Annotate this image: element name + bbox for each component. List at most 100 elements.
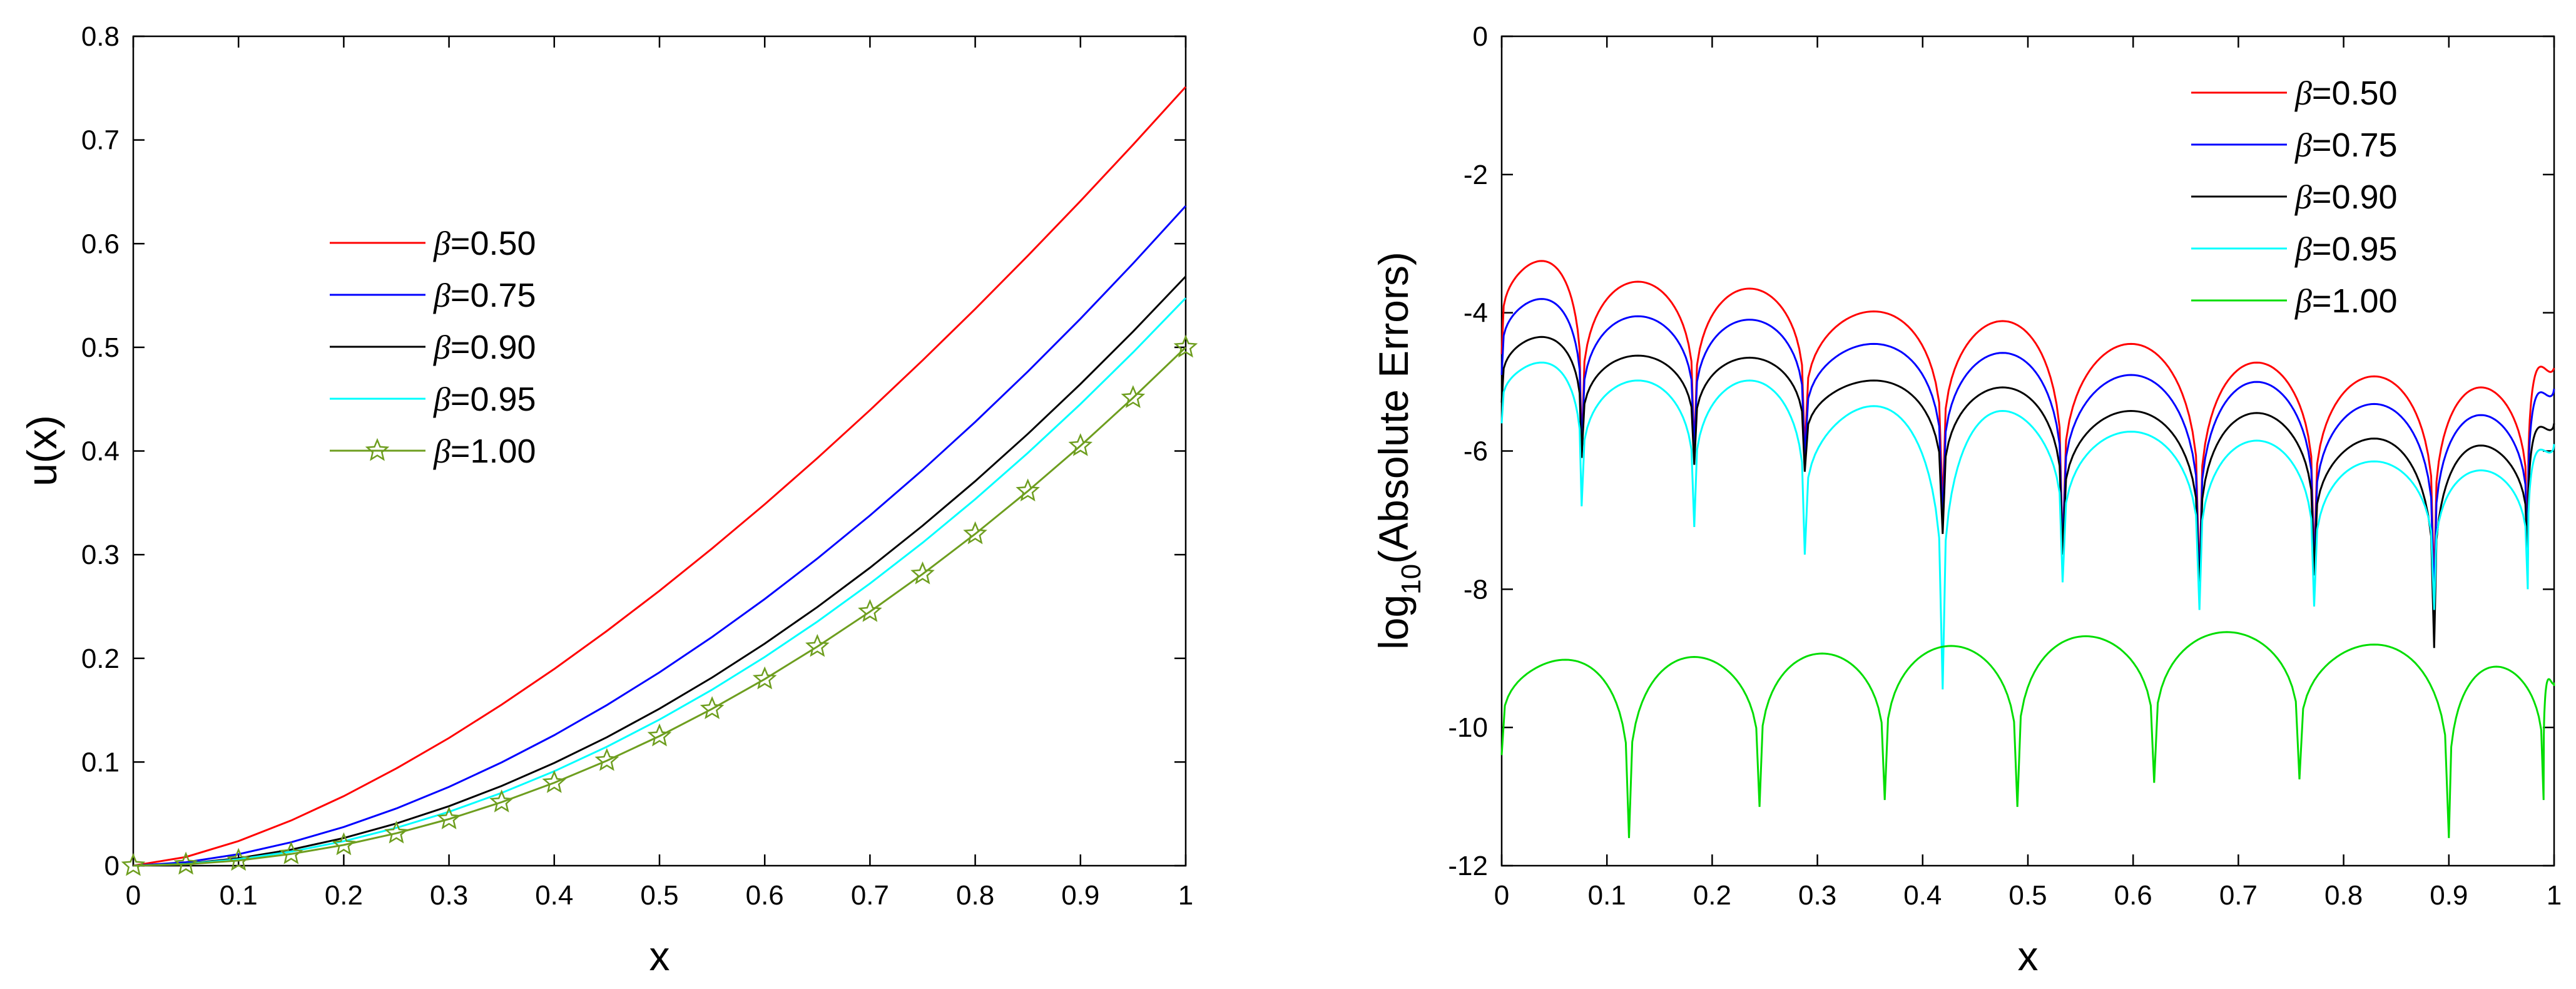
left-ylabel: u(x) (19, 415, 65, 486)
left-series-marker (226, 848, 251, 871)
left-xtick-label: 0.7 (851, 880, 889, 911)
left-xtick-label: 0 (126, 880, 141, 911)
right-ytick-label: -10 (1448, 712, 1488, 743)
right-xlabel: x (2018, 933, 2039, 979)
right-xtick-label: 0.2 (1693, 880, 1731, 911)
legend-beta-symbol: β (433, 225, 451, 262)
left-series-marker (910, 561, 935, 585)
legend-beta-symbol: β (2294, 126, 2312, 164)
right-xtick-label: 0.8 (2324, 880, 2363, 911)
right-series-line-2 (1500, 336, 2555, 648)
right-xtick-label: 0.3 (1798, 880, 1836, 911)
left-series-line-2 (133, 275, 1187, 867)
right-ylabel-main: log (1370, 595, 1417, 650)
left-legend: β=0.50β=0.75β=0.90β=0.95β=1.00 (330, 225, 536, 470)
left-series-line-4 (133, 346, 1187, 867)
right-ticks: 0 0.1 0.2 0.3 0.4 0.5 0.6 0.7 0.8 0.9 1 0 -2 -4 -6 -8 -1… (1448, 21, 2562, 911)
right-xtick-label: 0.1 (1588, 880, 1626, 911)
right-ylabel-sub: 10 (1396, 564, 1427, 595)
left-xtick-label: 0.4 (535, 880, 573, 911)
left-series-marker (1121, 385, 1146, 408)
legend-value: =0.95 (2312, 230, 2398, 268)
left-series-marker (437, 806, 461, 829)
right-legend-label: β=0.75 (2294, 126, 2398, 164)
right-legend-label: β=0.90 (2294, 178, 2398, 216)
left-legend-label: β=1.00 (433, 433, 536, 470)
legend-beta-symbol: β (433, 433, 451, 470)
left-series-marker (384, 820, 409, 844)
left-series-marker (1016, 478, 1040, 502)
right-ytick-label: -4 (1464, 298, 1488, 329)
left-series-marker (858, 598, 882, 622)
left-series-marker (594, 747, 619, 771)
legend-value: =0.75 (451, 277, 536, 314)
left-xtick-label: 0.1 (220, 880, 258, 911)
right-legend-label: β=1.00 (2294, 282, 2398, 320)
right-legend-label: β=0.50 (2294, 74, 2398, 112)
right-xtick-label: 0 (1494, 880, 1509, 911)
left-ytick-label: 0 (104, 851, 120, 881)
left-series-marker (700, 696, 725, 719)
left-ytick-label: 0.5 (81, 332, 120, 363)
legend-beta-symbol: β (433, 329, 451, 366)
left-xtick-label: 0.2 (325, 880, 363, 911)
right-xtick-label: 0.5 (2008, 880, 2047, 911)
legend-beta-symbol: β (2294, 282, 2312, 320)
legend-value: =1.00 (2312, 282, 2398, 320)
left-series-marker (752, 666, 777, 690)
right-legend-label: β=0.95 (2294, 230, 2398, 268)
legend-beta-symbol: β (2294, 230, 2312, 268)
left-legend-label: β=0.95 (433, 381, 536, 418)
left-series-marker (963, 521, 987, 545)
right-ylabel-rest: (Absolute Errors) (1370, 252, 1417, 564)
left-ticks: 0 0.1 0.2 0.3 0.4 0.5 0.6 0.7 0.8 0.9 1 0 0.1 0.2 0.3 0… (81, 21, 1193, 911)
left-legend-label: β=0.50 (433, 225, 536, 262)
legend-value: =0.75 (2312, 126, 2398, 164)
left-xtick-label: 0.8 (956, 880, 994, 911)
left-series-marker (489, 789, 514, 812)
left-ytick-label: 0.2 (81, 643, 120, 674)
right-ytick-label: -2 (1464, 160, 1488, 190)
left-legend-label: β=0.90 (433, 329, 536, 366)
left-series-group (121, 86, 1198, 876)
right-xtick-label: 1 (2547, 880, 2562, 911)
right-ytick-label: 0 (1473, 21, 1488, 52)
left-ytick-label: 0.7 (81, 125, 120, 156)
legend-beta-symbol: β (433, 277, 451, 314)
left-series-marker (805, 633, 830, 657)
left-ytick-label: 0.1 (81, 747, 120, 777)
right-xtick-label: 0.6 (2114, 880, 2152, 911)
left-series-marker (332, 832, 356, 856)
left-series-marker (647, 723, 672, 747)
right-xtick-label: 0.7 (2219, 880, 2258, 911)
left-legend-label: β=0.75 (433, 277, 536, 314)
left-ytick-label: 0.8 (81, 21, 120, 52)
legend-beta-symbol: β (433, 381, 451, 418)
right-series-line-4 (1500, 631, 2555, 838)
right-xtick-label: 0.9 (2430, 880, 2468, 911)
right-ytick-label: -8 (1464, 574, 1488, 605)
legend-value: =0.95 (451, 381, 536, 418)
left-xtick-label: 1 (1178, 880, 1193, 911)
left-xtick-label: 0.3 (430, 880, 468, 911)
legend-value: =1.00 (451, 433, 536, 470)
left-series-marker (173, 851, 198, 875)
left-xlabel: x (649, 933, 670, 979)
legend-value: =0.90 (451, 329, 536, 366)
right-xtick-label: 0.4 (1903, 880, 1942, 911)
left-ytick-label: 0.6 (81, 228, 120, 259)
left-series-line-1 (133, 205, 1187, 867)
left-series-line-3 (133, 297, 1187, 867)
legend-value: =0.50 (2312, 74, 2398, 112)
left-series-marker (1068, 433, 1093, 456)
left-xtick-label: 0.5 (640, 880, 678, 911)
right-ytick-label: -12 (1448, 851, 1488, 881)
right-series-line-3 (1500, 361, 2555, 690)
right-ylabel: log10(Absolute Errors) (1370, 252, 1427, 650)
left-series-marker (1173, 334, 1198, 358)
left-series-marker (121, 853, 146, 876)
left-ytick-label: 0.4 (81, 436, 120, 467)
left-xtick-label: 0.6 (746, 880, 784, 911)
